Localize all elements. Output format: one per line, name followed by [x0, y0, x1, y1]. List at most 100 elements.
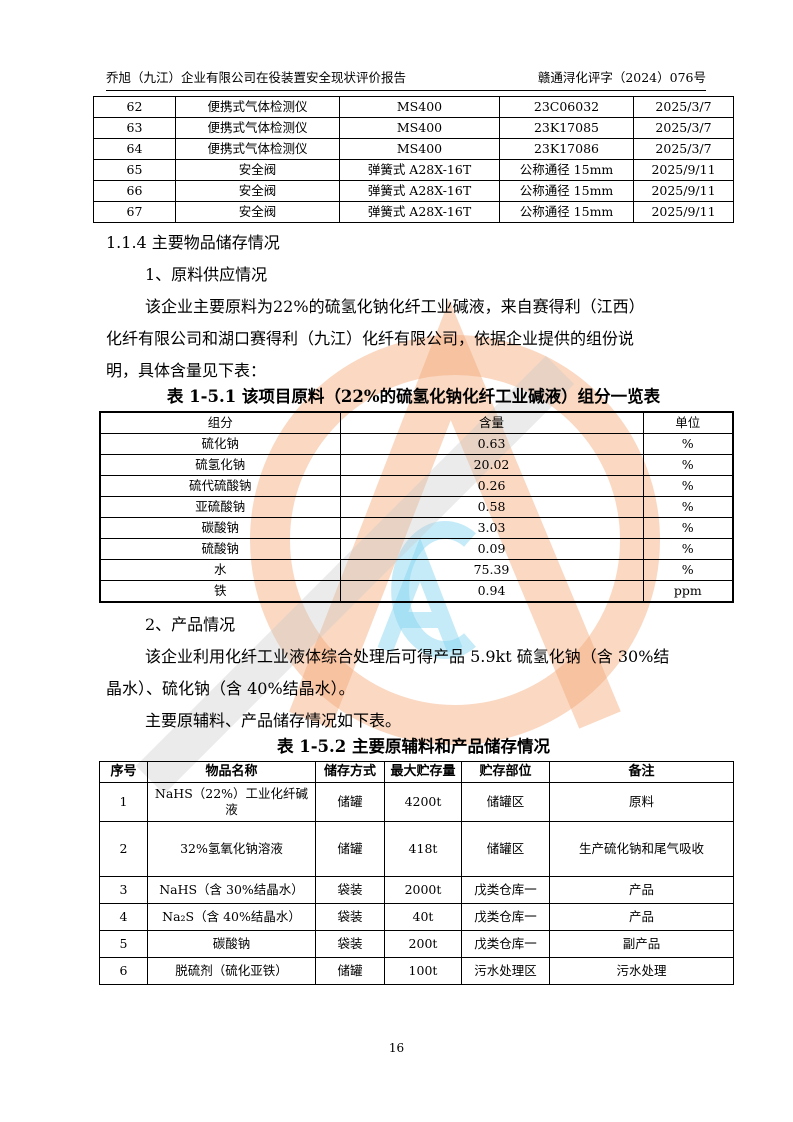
paragraph: 明，具体含量见下表：: [106, 361, 267, 380]
table-cell: 副产品: [549, 930, 734, 958]
table-row: 硫氢化钠 20.02%: [99, 454, 734, 476]
table-cell: 3.03: [339, 517, 644, 539]
table-cell: 0.94: [339, 580, 644, 603]
column-header: 组分: [99, 411, 341, 434]
table-row: 3 NaHS（含 30%结晶水） 袋装 2000t 戊类仓库一 产品: [99, 876, 734, 904]
table-row: 62 便携式气体检测仪 MS400 23C06032 2025/3/7: [93, 96, 734, 118]
table-cell: 袋装: [315, 930, 385, 958]
table-cell: 硫代硫酸钠: [99, 475, 341, 497]
paragraph: 主要原辅料、产品储存情况如下表。: [145, 711, 402, 730]
table-row: 硫酸钠 0.09%: [99, 538, 734, 560]
table-row: 4 Na₂S（含 40%结晶水） 袋装 40t 戊类仓库一 产品: [99, 903, 734, 931]
table-cell: 铁: [99, 580, 341, 603]
table-cell: %: [642, 559, 734, 581]
table-cell: MS400: [339, 96, 500, 118]
table-cell: 66: [93, 180, 176, 202]
table-cell: 63: [93, 117, 176, 139]
table-cell: 安全阀: [175, 201, 340, 223]
table-cell: 脱硫剂（硫化亚铁）: [147, 957, 316, 985]
table-cell: 0.26: [339, 475, 644, 497]
table-cell: MS400: [339, 117, 500, 139]
table-cell: MS400: [339, 138, 500, 160]
table-cell: 污水处理: [549, 957, 734, 985]
column-header: 含量: [339, 411, 644, 434]
table-cell: 2025/9/11: [633, 180, 734, 202]
table-row: 65 安全阀 弹簧式 A28X-16T 公称通径 15mm 2025/9/11: [93, 159, 734, 181]
table-cell: %: [642, 496, 734, 518]
table-cell: 产品: [549, 876, 734, 904]
storage-table: 序号 物品名称 储存方式 最大贮存量 贮存部位 备注 1 NaHS（22%）工业化纤碱液 储罐…: [99, 761, 734, 985]
table-cell: 200t: [384, 930, 462, 958]
table-cell: ppm: [642, 580, 734, 603]
table-row: 66 安全阀 弹簧式 A28X-16T 公称通径 15mm 2025/9/11: [93, 180, 734, 202]
table-cell: 100t: [384, 957, 462, 985]
table-cell: 62: [93, 96, 176, 118]
table-cell: 硫化钠: [99, 433, 341, 455]
table-cell: 安全阀: [175, 159, 340, 181]
table-cell: 戊类仓库一: [461, 876, 550, 904]
table-row: 63 便携式气体检测仪 MS400 23K17085 2025/3/7: [93, 117, 734, 139]
table-cell: 5: [99, 930, 148, 958]
table-row: 亚硫酸钠 0.58%: [99, 496, 734, 518]
table-cell: 便携式气体检测仪: [175, 117, 340, 139]
paragraph: 晶水）、硫化钠（含 40%结晶水）。: [106, 679, 355, 698]
table-cell: 23K17085: [499, 117, 634, 139]
table-cell: 40t: [384, 903, 462, 931]
table-cell: 碳酸钠: [99, 517, 341, 539]
column-header: 备注: [549, 761, 734, 783]
table-cell: %: [642, 538, 734, 560]
table-cell: 硫酸钠: [99, 538, 341, 560]
table-cell: 污水处理区: [461, 957, 550, 985]
table-row: 硫化钠 0.63%: [99, 433, 734, 455]
table-cell: 袋装: [315, 903, 385, 931]
table-cell: 弹簧式 A28X-16T: [339, 159, 500, 181]
page-body: 62 便携式气体检测仪 MS400 23C06032 2025/3/7 63 便携式气体检测…: [93, 96, 734, 985]
table-cell: NaHS（22%）工业化纤碱液: [147, 782, 316, 822]
table-cell: 2025/3/7: [633, 117, 734, 139]
table-row: 5 碳酸钠 袋装 200t 戊类仓库一 副产品: [99, 930, 734, 958]
table-cell: 2025/9/11: [633, 159, 734, 181]
table-row: 6 脱硫剂（硫化亚铁） 储罐 100t 污水处理区 污水处理: [99, 957, 734, 985]
paragraph: 化纤有限公司和湖口赛得利（九江）化纤有限公司，依据企业提供的组份说: [106, 329, 635, 348]
table-cell: 袋装: [315, 876, 385, 904]
table-cell: 4: [99, 903, 148, 931]
paragraph: 该企业利用化纤工业液体综合处理后可得产品 5.9kt 硫氢化钠（含 30%结: [145, 647, 670, 666]
column-header: 单位: [642, 411, 734, 434]
table-cell: 75.39: [339, 559, 644, 581]
table-cell: 储罐区: [461, 821, 550, 877]
table-cell: 弹簧式 A28X-16T: [339, 201, 500, 223]
table-cell: 产品: [549, 903, 734, 931]
table-cell: 亚硫酸钠: [99, 496, 341, 518]
table-caption: 表 1-5.1 该项目原料（22%的硫氢化钠化纤工业碱液）组分一览表: [166, 387, 661, 406]
column-header: 最大贮存量: [384, 761, 462, 783]
table-cell: 储罐区: [461, 782, 550, 822]
equipment-table: 62 便携式气体检测仪 MS400 23C06032 2025/3/7 63 便携式气体检测…: [93, 96, 734, 223]
table-cell: 碳酸钠: [147, 930, 316, 958]
table-cell: %: [642, 517, 734, 539]
header-title: 乔旭（九江）企业有限公司在役装置安全现状评价报告: [106, 70, 407, 85]
table-cell: 戊类仓库一: [461, 903, 550, 931]
table-cell: 4200t: [384, 782, 462, 822]
table-cell: 0.58: [339, 496, 644, 518]
table-cell: 原料: [549, 782, 734, 822]
table-cell: 安全阀: [175, 180, 340, 202]
subheading-product: 2、产品情况: [145, 615, 236, 634]
table-row: 硫代硫酸钠 0.26%: [99, 475, 734, 497]
table-cell: 32%氢氧化钠溶液: [147, 821, 316, 877]
section-heading: 1.1.4 主要物品储存情况: [106, 233, 280, 252]
column-header: 贮存部位: [461, 761, 550, 783]
table-header-row: 序号 物品名称 储存方式 最大贮存量 贮存部位 备注: [99, 761, 734, 783]
running-header: 乔旭（九江）企业有限公司在役装置安全现状评价报告 赣通浔化评字（2024）076…: [106, 66, 706, 91]
table-cell: 64: [93, 138, 176, 160]
table-cell: 储罐: [315, 957, 385, 985]
table-cell: %: [642, 433, 734, 455]
table-cell: 2025/9/11: [633, 201, 734, 223]
table-row: 64 便携式气体检测仪 MS400 23K17086 2025/3/7: [93, 138, 734, 160]
column-header: 序号: [99, 761, 148, 783]
table-cell: 23K17086: [499, 138, 634, 160]
table-cell: 3: [99, 876, 148, 904]
table-cell: 便携式气体检测仪: [175, 96, 340, 118]
table-cell: 2000t: [384, 876, 462, 904]
column-header: 储存方式: [315, 761, 385, 783]
table-row: 碳酸钠 3.03%: [99, 517, 734, 539]
